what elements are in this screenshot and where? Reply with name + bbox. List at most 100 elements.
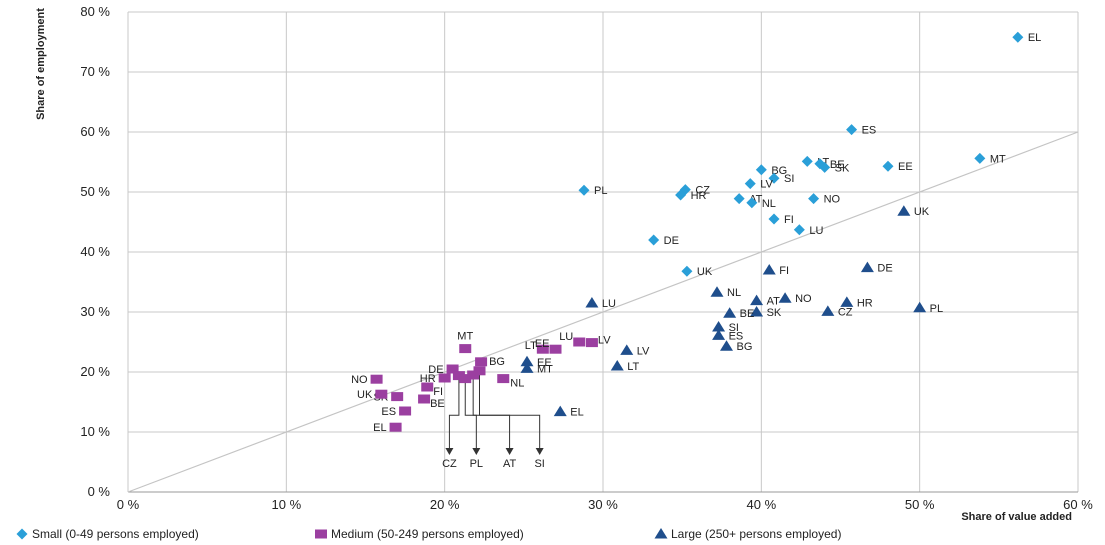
- point-label: HR: [420, 373, 436, 385]
- data-point: [648, 234, 660, 246]
- callout-label: CZ: [442, 458, 457, 470]
- data-point: [1012, 31, 1024, 43]
- point-label: MT: [457, 331, 473, 343]
- point-label: DE: [664, 235, 679, 247]
- x-tick-label: 20 %: [430, 497, 460, 512]
- data-point: [882, 160, 894, 172]
- callout-line: [464, 378, 477, 453]
- point-label: AT: [767, 296, 781, 308]
- x-tick-label: 40 %: [747, 497, 777, 512]
- callout-label: SI: [534, 458, 544, 470]
- legend: Small (0-49 persons employed) Medium (50-…: [16, 527, 841, 541]
- y-tick-label: 50 %: [80, 184, 110, 199]
- diagonal-reference-line: [127, 131, 1079, 493]
- callout-arrowhead: [472, 448, 481, 455]
- legend-item: Medium (50-249 persons employed): [315, 527, 524, 541]
- data-point: [620, 344, 634, 355]
- data-point: [840, 296, 854, 307]
- series-square: MTBGLTEELULVDEHRNLNOFISKUKBEESEL: [351, 331, 611, 435]
- data-point: [370, 374, 383, 384]
- x-tick-label: 60 %: [1063, 497, 1093, 512]
- data-point: [473, 366, 486, 376]
- data-point: [897, 205, 911, 216]
- legend-label: Large (250+ persons employed): [671, 527, 841, 541]
- callout-label: PL: [470, 458, 483, 470]
- diagonal-line: [127, 131, 1079, 493]
- data-point: [421, 382, 434, 392]
- legend-marker: [654, 528, 668, 539]
- data-point: [610, 360, 624, 371]
- y-tick-label: 20 %: [80, 364, 110, 379]
- data-point: [459, 374, 472, 384]
- data-point: [391, 392, 404, 402]
- point-label: NO: [795, 293, 812, 305]
- callout-line: [472, 375, 511, 453]
- y-tick-label: 10 %: [80, 424, 110, 439]
- y-tick-label: 70 %: [80, 64, 110, 79]
- point-label: NL: [727, 287, 741, 299]
- point-label: LV: [760, 179, 773, 191]
- point-label: NL: [510, 378, 524, 390]
- y-axis-label: Share of employment: [35, 8, 47, 120]
- data-point: [768, 172, 780, 184]
- data-point: [585, 338, 598, 348]
- data-point: [438, 373, 451, 383]
- callout: AT: [472, 375, 516, 470]
- point-label: EE: [537, 357, 552, 369]
- data-point: [808, 193, 820, 205]
- point-label: LU: [602, 298, 616, 310]
- point-label: BG: [489, 356, 505, 368]
- point-label: FI: [779, 265, 789, 277]
- data-point: [585, 297, 599, 308]
- point-label: DE: [428, 364, 443, 376]
- point-label: DE: [877, 263, 892, 275]
- point-label: EL: [1028, 32, 1041, 44]
- data-point: [821, 305, 835, 316]
- data-point: [801, 155, 813, 167]
- x-tick-label: 10 %: [272, 497, 302, 512]
- data-point: [520, 355, 534, 367]
- data-point: [733, 193, 745, 205]
- data-point: [536, 344, 549, 354]
- data-point: [389, 422, 402, 432]
- point-label: BE: [430, 398, 445, 410]
- point-label: BE: [830, 159, 845, 171]
- tick-labels: 0 % 10 % 20 % 30 % 40 % 50 % 60 % 0 % 10 % 20 % 30…: [80, 4, 1093, 512]
- point-label: HR: [857, 297, 873, 309]
- data-point: [459, 344, 472, 354]
- point-label: BE: [740, 308, 755, 320]
- legend-marker: [16, 528, 28, 540]
- point-label: LV: [637, 345, 650, 357]
- y-tick-label: 40 %: [80, 244, 110, 259]
- data-point: [712, 321, 726, 332]
- data-point: [446, 364, 459, 374]
- data-point: [578, 184, 590, 196]
- point-label: SK: [835, 162, 850, 174]
- point-label: SI: [729, 322, 739, 334]
- point-label: PL: [930, 303, 943, 315]
- point-label: PL: [594, 185, 607, 197]
- callouts: CZ PL AT SI: [442, 370, 545, 470]
- data-points: ELESMTLTBESKEEBGSILVPLCZHRATNLNOFILUDEUK…: [351, 31, 1041, 435]
- point-label: UK: [357, 389, 373, 401]
- callout-arrowhead: [505, 448, 514, 455]
- data-point: [375, 389, 388, 399]
- y-tick-label: 30 %: [80, 304, 110, 319]
- data-point: [720, 340, 733, 351]
- legend-label: Small (0-49 persons employed): [32, 527, 199, 541]
- data-point: [750, 294, 764, 306]
- data-point: [723, 307, 737, 318]
- data-point: [549, 344, 562, 354]
- data-point: [762, 264, 776, 275]
- callout: SI: [479, 370, 545, 470]
- point-label: EE: [898, 161, 913, 173]
- point-label: MT: [990, 153, 1006, 165]
- x-tick-label: 30 %: [588, 497, 618, 512]
- point-label: UK: [697, 266, 713, 278]
- point-label: SI: [784, 173, 794, 185]
- point-label: CZ: [695, 185, 710, 197]
- point-label: BG: [737, 341, 753, 353]
- callout: CZ: [442, 375, 460, 470]
- point-label: EE: [535, 338, 550, 350]
- data-point: [913, 301, 927, 313]
